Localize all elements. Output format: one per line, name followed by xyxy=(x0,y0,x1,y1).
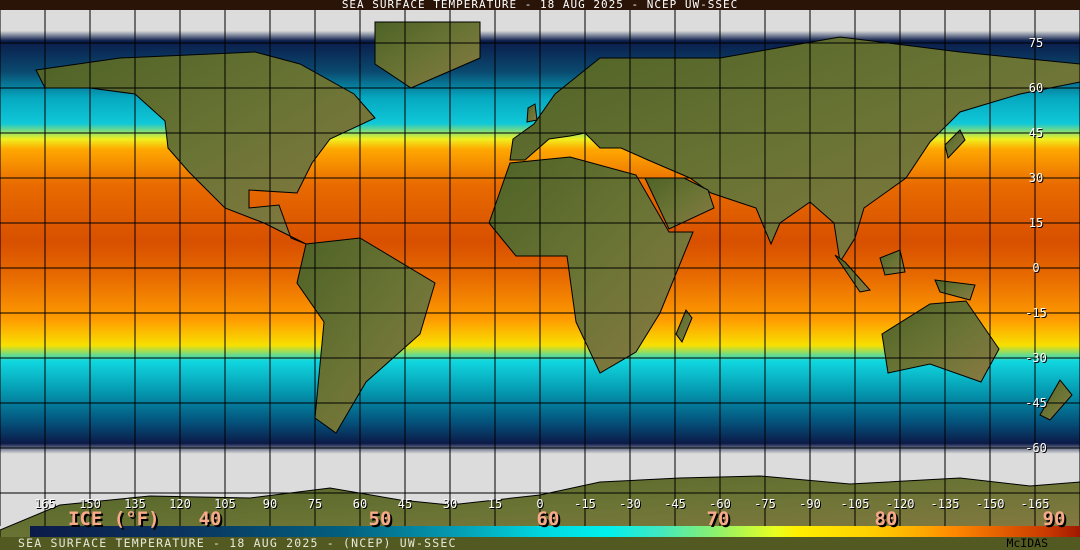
longitude-label: 150 xyxy=(79,497,101,511)
great-britain xyxy=(526,103,538,123)
longitude-label: 165 xyxy=(34,497,56,511)
latitude-label: 30 xyxy=(1028,171,1044,185)
longitude-label: 90 xyxy=(262,497,278,511)
longitude-label: -60 xyxy=(709,497,731,511)
legend-temp-label: 50 xyxy=(368,508,392,530)
legend-ice-label: ICE (°F) xyxy=(68,508,160,530)
latitude-label: -30 xyxy=(1025,351,1047,365)
latitude-label: 45 xyxy=(1028,126,1044,140)
south-america xyxy=(296,237,436,434)
mcidas-credit: McIDAS xyxy=(1006,536,1048,550)
legend-temp-label: 90 xyxy=(1042,508,1066,530)
longitude-label: 15 xyxy=(487,497,503,511)
footer-text: SEA SURFACE TEMPERATURE - 18 AUG 2025 - … xyxy=(18,536,457,550)
latitude-label: 75 xyxy=(1028,36,1044,50)
eurasia xyxy=(509,36,1080,264)
latitude-label: 60 xyxy=(1028,81,1044,95)
madagascar xyxy=(675,309,693,343)
longitude-label: -75 xyxy=(754,497,776,511)
latitude-label: 0 xyxy=(1032,261,1040,275)
legend-temp-label: 60 xyxy=(536,508,560,530)
temperature-colorbar xyxy=(30,526,1080,537)
footer-bar: SEA SURFACE TEMPERATURE - 18 AUG 2025 - … xyxy=(0,537,1080,550)
longitude-label: 135 xyxy=(124,497,146,511)
longitude-label: 60 xyxy=(352,497,368,511)
borneo xyxy=(879,249,906,276)
longitude-label: -105 xyxy=(840,497,870,511)
longitude-label: -120 xyxy=(885,497,915,511)
legend-temp-label: 80 xyxy=(874,508,898,530)
longitude-label: -90 xyxy=(799,497,821,511)
longitude-label: -165 xyxy=(1020,497,1050,511)
longitude-label: -150 xyxy=(975,497,1005,511)
lat-lon-grid xyxy=(0,10,1080,526)
latitude-label: -15 xyxy=(1025,306,1047,320)
longitude-label: -15 xyxy=(574,497,596,511)
longitude-label: -135 xyxy=(930,497,960,511)
longitude-label: 105 xyxy=(214,497,236,511)
longitude-label: -45 xyxy=(664,497,686,511)
sumatra xyxy=(834,254,871,293)
latitude-label: -60 xyxy=(1025,441,1047,455)
longitude-label: 75 xyxy=(307,497,323,511)
legend-temp-label: 70 xyxy=(706,508,730,530)
latitude-label: 15 xyxy=(1028,216,1044,230)
legend-temp-label: 40 xyxy=(198,508,222,530)
longitude-label: 0 xyxy=(536,497,544,511)
latitude-label: -45 xyxy=(1025,396,1047,410)
longitude-label: 30 xyxy=(442,497,458,511)
greenland xyxy=(374,21,481,89)
longitude-label: 120 xyxy=(169,497,191,511)
north-america xyxy=(35,51,376,245)
japan xyxy=(944,129,966,160)
longitude-label: -30 xyxy=(619,497,641,511)
title-bar: SEA SURFACE TEMPERATURE - 18 AUG 2025 - … xyxy=(0,0,1080,10)
longitude-label: 45 xyxy=(397,497,413,511)
